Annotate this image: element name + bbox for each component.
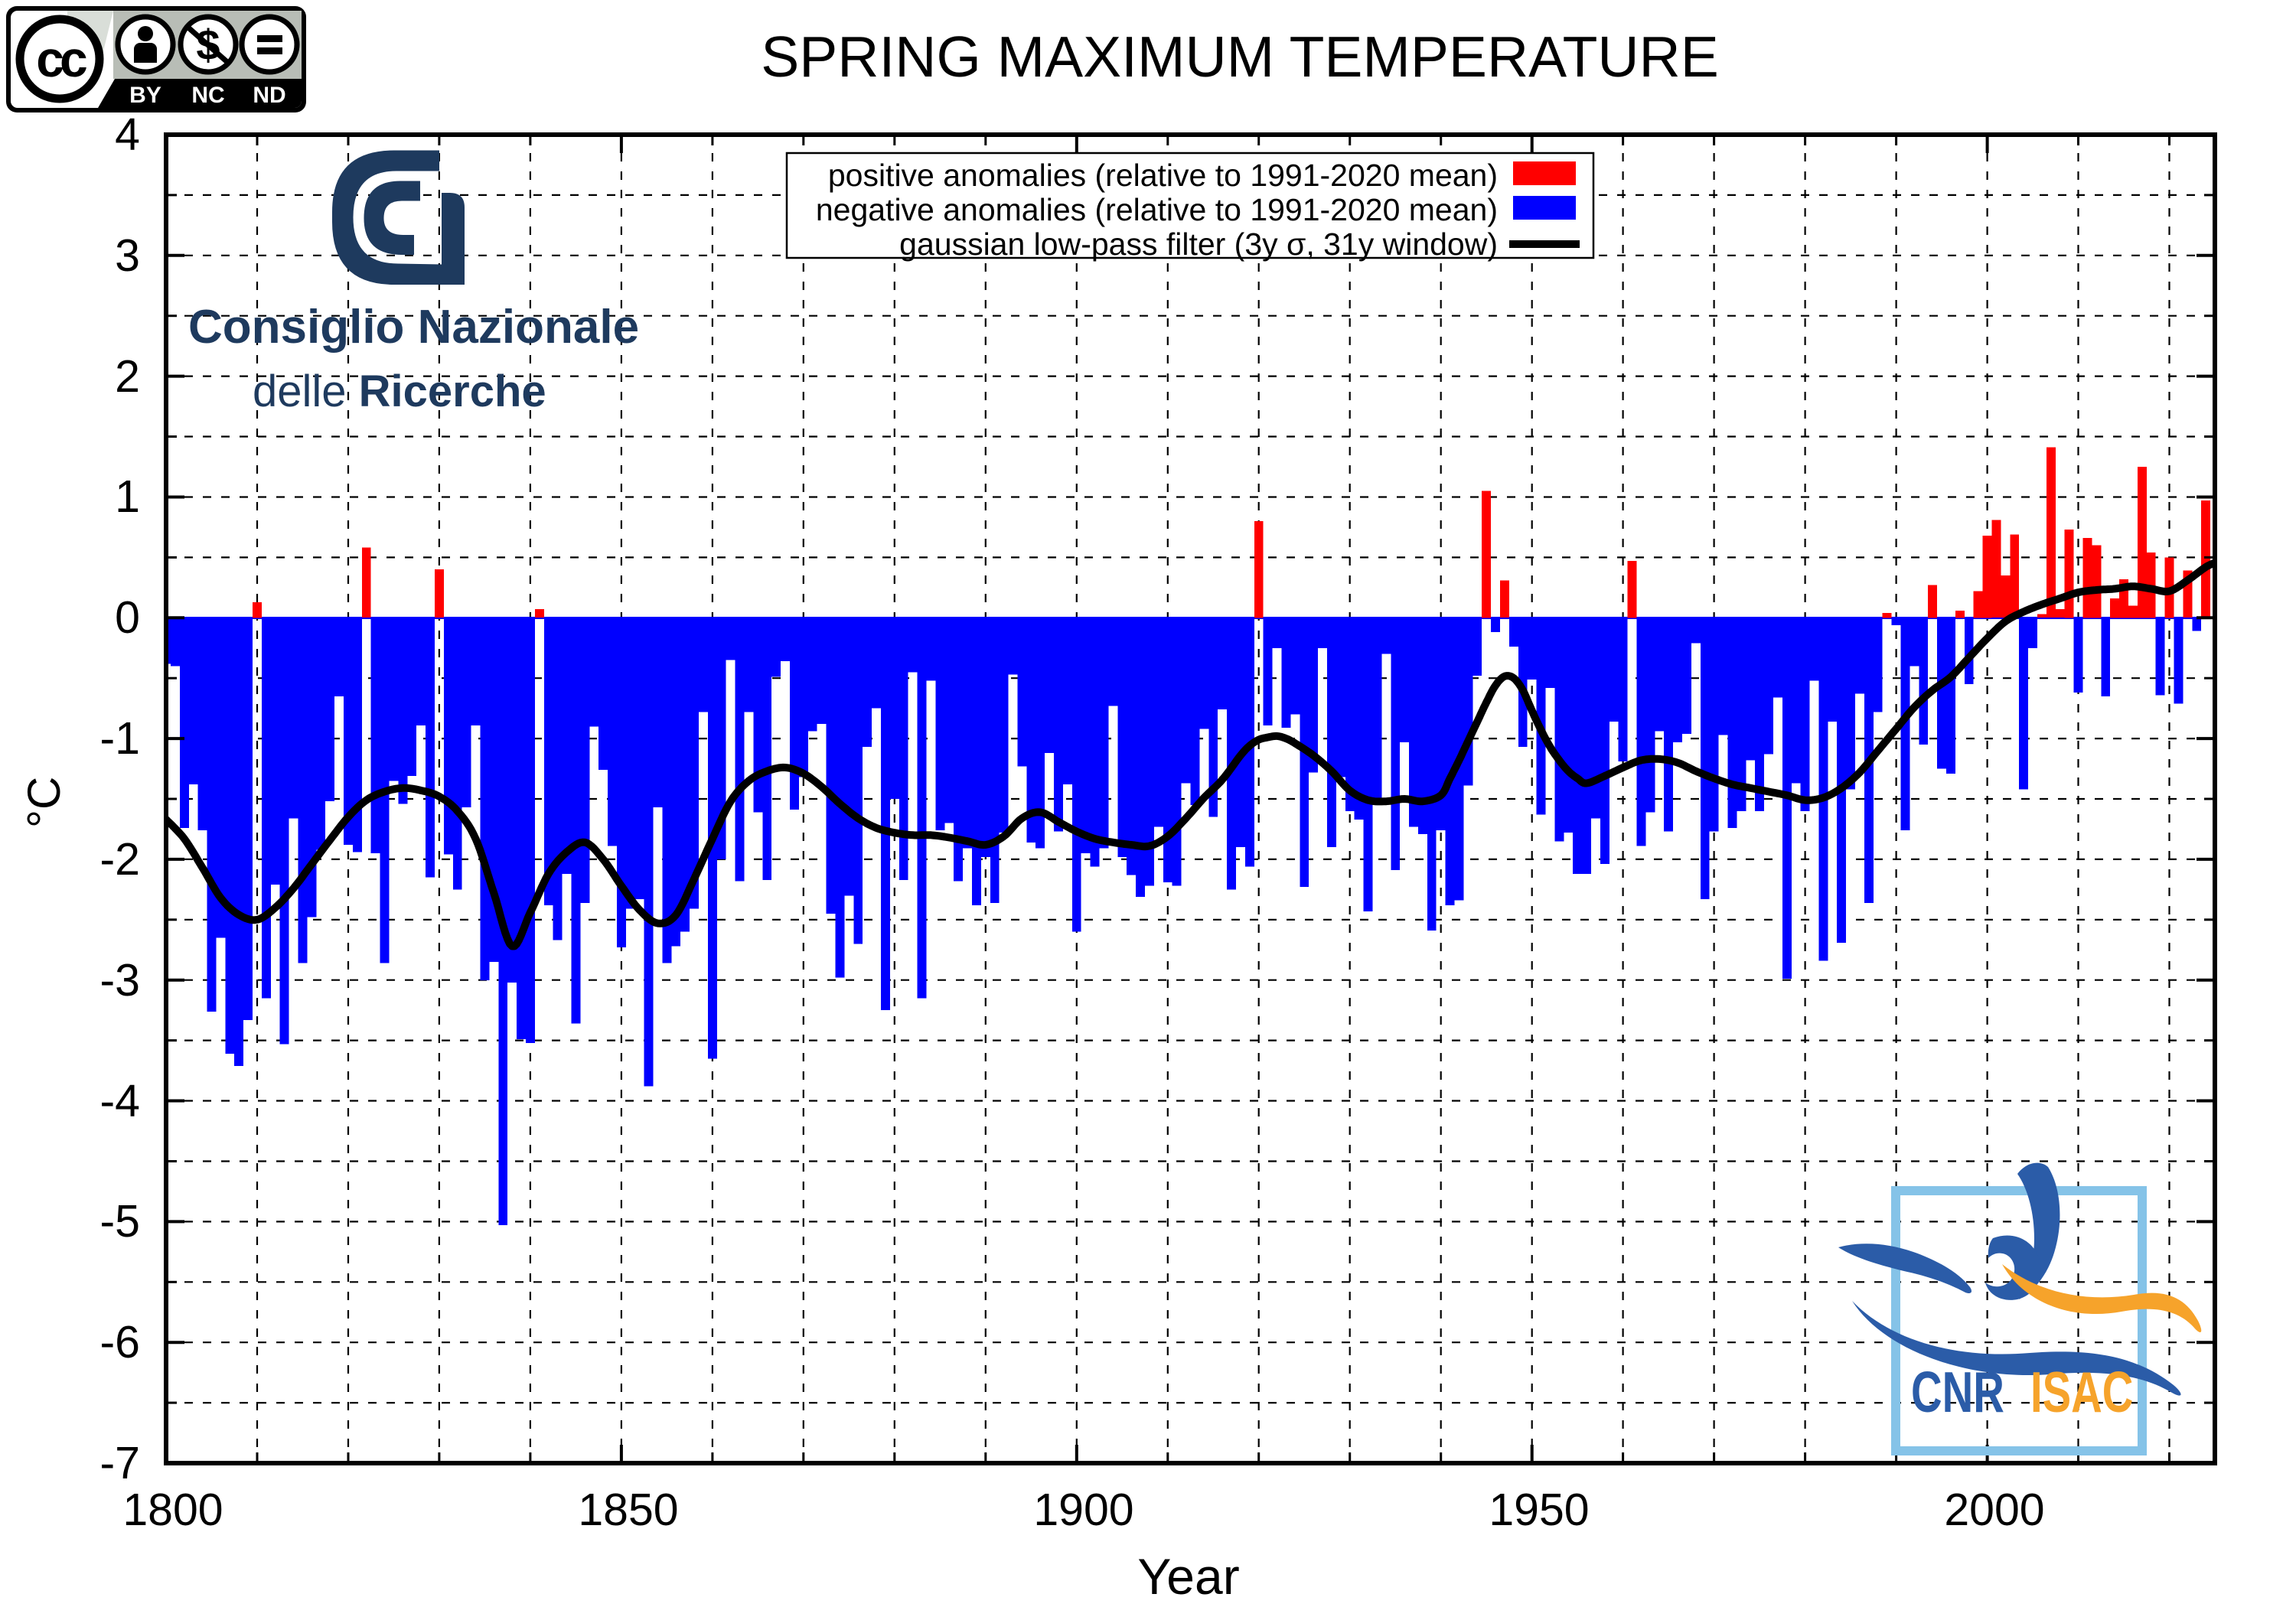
svg-text:-2: -2 [100,834,140,885]
svg-text:-6: -6 [100,1317,140,1367]
svg-text:-5: -5 [100,1196,140,1247]
svg-text:4: 4 [115,109,140,160]
svg-text:NC: NC [191,83,224,108]
svg-text:1900: 1900 [1033,1485,1133,1535]
svg-text:3: 3 [115,230,140,281]
svg-text:-3: -3 [100,955,140,1006]
svg-text:SPRING MAXIMUM TEMPERATURE: SPRING MAXIMUM TEMPERATURE [761,24,1719,89]
svg-text:1: 1 [115,471,140,522]
svg-text:Year: Year [1137,1548,1239,1605]
svg-text:1800: 1800 [122,1485,223,1535]
svg-text:cc: cc [36,31,86,87]
svg-text:Consiglio Nazionale: Consiglio Nazionale [188,301,639,354]
svg-text:ND: ND [253,83,285,108]
svg-text:1850: 1850 [578,1485,678,1535]
svg-text:-7: -7 [100,1438,140,1488]
svg-text:0: 0 [115,592,140,643]
svg-text:-1: -1 [100,713,140,764]
svg-text:delle Ricerche: delle Ricerche [253,367,546,416]
svg-text:2: 2 [115,351,140,402]
svg-text:BY: BY [129,83,161,108]
svg-text:ISAC: ISAC [2030,1361,2133,1425]
svg-text:1950: 1950 [1489,1485,1589,1535]
svg-text:°C: °C [18,777,70,828]
svg-text:CNR: CNR [1911,1361,2004,1425]
svg-text:negative anomalies (relative t: negative anomalies (relative to 1991-202… [816,192,1498,227]
svg-text:positive anomalies (relative t: positive anomalies (relative to 1991-202… [828,158,1498,193]
svg-text:2000: 2000 [1944,1485,2044,1535]
svg-text:gaussian low-pass filter (3y σ: gaussian low-pass filter (3y σ, 31y wind… [899,227,1498,262]
svg-text:-4: -4 [100,1076,140,1126]
